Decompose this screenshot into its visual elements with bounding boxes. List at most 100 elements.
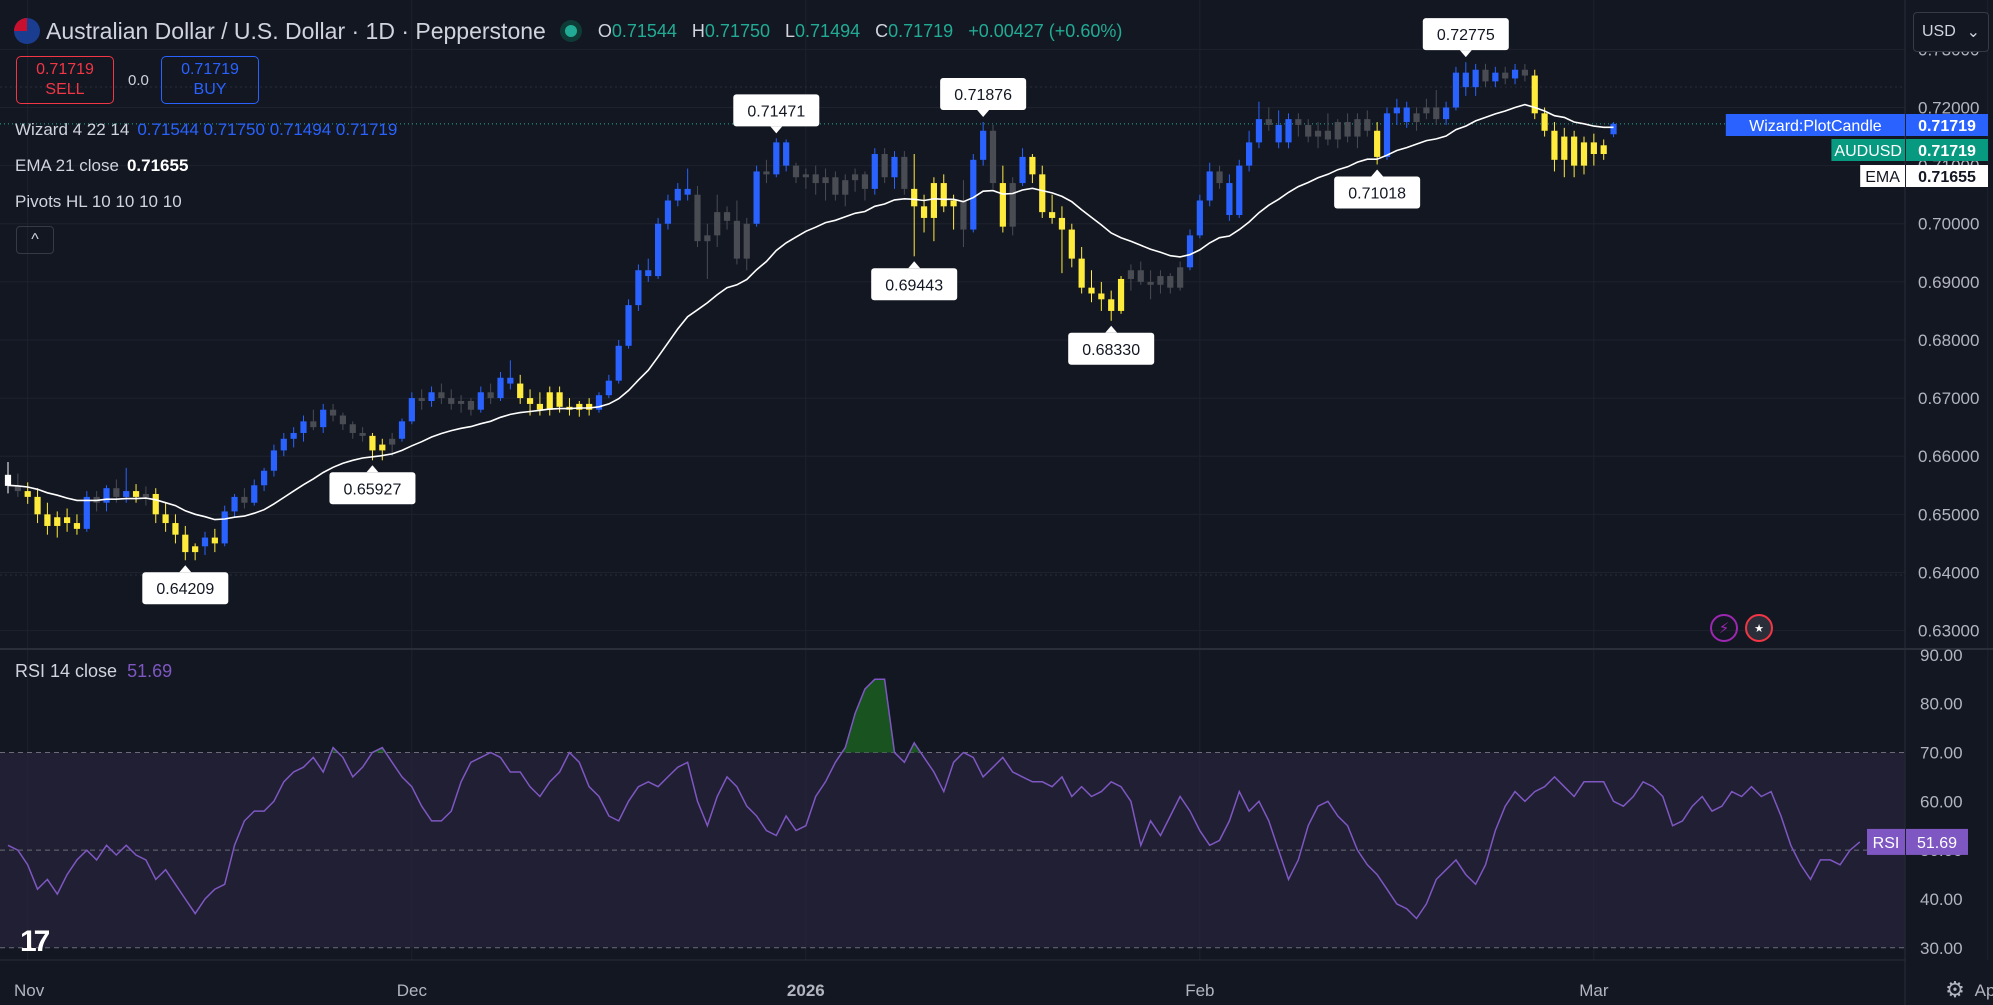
candle-body [1354, 119, 1361, 137]
candle [1511, 63, 1519, 85]
candle [487, 383, 494, 404]
rsi-tick-label: 90.00 [1920, 646, 1963, 665]
candle [1009, 177, 1016, 236]
candle-body [1462, 72, 1469, 88]
candle [950, 194, 957, 230]
price-tick-label: 0.72000 [1918, 99, 1979, 118]
candle-body [970, 159, 977, 230]
rsi-value: 51.69 [127, 661, 173, 681]
open-label: O [597, 20, 612, 41]
lightning-event-icon[interactable]: ⚡ [1710, 614, 1738, 642]
candle-body [458, 401, 465, 404]
candle [142, 486, 149, 506]
candle [1206, 162, 1213, 207]
indicator-ema[interactable]: EMA 21 close 0.71655 [15, 156, 188, 176]
candle-body [576, 403, 583, 410]
price-tag-label-bg [1725, 114, 1905, 136]
collapse-legend-button[interactable]: ^ [16, 226, 54, 254]
us-flag-event-icon[interactable]: ★ [1745, 614, 1773, 642]
candle-body [1029, 156, 1036, 175]
candle-body [83, 496, 90, 529]
pivot-label: 0.68330 [1068, 325, 1155, 365]
candle [576, 401, 583, 417]
candle-body [1521, 69, 1528, 76]
candle-body [1137, 270, 1144, 282]
buy-price: 0.71719 [181, 61, 239, 78]
wizard-label: Wizard 4 22 14 [15, 120, 130, 139]
wizard-values: 0.71544 0.71750 0.71494 0.71719 [137, 120, 398, 139]
rsi-tick-label: 60.00 [1920, 792, 1963, 811]
time-axis[interactable]: NovDec2026FebMarAprMayJun [14, 981, 1993, 1000]
candle-body [1275, 124, 1282, 143]
candle [1531, 69, 1538, 120]
candle [1590, 133, 1597, 166]
candle-body [1580, 142, 1588, 166]
candle [1265, 107, 1272, 131]
candle-body [1393, 107, 1400, 114]
price-tag-value: 0.71655 [1918, 169, 1976, 186]
pivot-pointer [770, 126, 783, 134]
candle [1413, 107, 1420, 131]
candle-body [1196, 200, 1203, 236]
candle [1462, 62, 1469, 96]
candle [1364, 110, 1371, 137]
sell-button[interactable]: 0.71719 SELL [16, 56, 114, 104]
candle-body [1561, 136, 1568, 160]
buy-button[interactable]: 0.71719 BUY [161, 56, 259, 104]
candle-body [940, 183, 947, 207]
candle-body [802, 174, 809, 178]
pivot-label: 0.65927 [329, 465, 416, 505]
pivots-label: Pivots HL 10 10 10 10 [15, 192, 182, 211]
low-label: L [785, 20, 796, 41]
candle-body [822, 177, 829, 184]
rsi-tick-label: 80.00 [1920, 695, 1963, 714]
indicator-wizard[interactable]: Wizard 4 22 14 0.71544 0.71750 0.71494 0.… [15, 120, 397, 140]
pivot-labels: 0.64209 0.65927 0.71471 0.69443 0.71876 0.683… [142, 18, 1509, 605]
candle-body [842, 180, 849, 195]
candle [822, 168, 829, 201]
pivot-box [1422, 18, 1509, 51]
candle-body [674, 188, 681, 201]
candle-body [852, 174, 859, 181]
candle [1492, 66, 1499, 88]
candle [989, 124, 997, 189]
candle [546, 386, 553, 416]
candle [714, 194, 721, 247]
pivot-value: 0.71018 [1348, 185, 1406, 202]
tradingview-logo[interactable]: 17 [20, 925, 50, 958]
chevron-down-icon: ⌄ [1966, 24, 1980, 41]
candle [733, 200, 740, 265]
candle-body [536, 403, 543, 410]
candle [1561, 127, 1568, 178]
candle [182, 525, 189, 561]
chevron-up-icon: ^ [31, 231, 39, 248]
price-tag-value: 0.71719 [1918, 118, 1976, 135]
indicator-pivots[interactable]: Pivots HL 10 10 10 10 [15, 192, 182, 212]
candle [280, 432, 287, 457]
symbol-title[interactable]: Australian Dollar / U.S. Dollar · 1D · P… [46, 17, 546, 44]
candle-body [980, 130, 987, 160]
candle [192, 543, 199, 561]
candle-body [507, 377, 514, 384]
candle-body [1600, 145, 1607, 155]
candle [1502, 66, 1509, 85]
rsi-band [0, 752, 1905, 948]
candle [1098, 281, 1105, 311]
gear-icon[interactable]: ⚙ [1945, 977, 1965, 1002]
candle [1068, 223, 1075, 268]
candle [595, 392, 603, 413]
candle [911, 154, 918, 257]
candle [704, 223, 711, 279]
candle-body [1058, 217, 1066, 230]
candle-body [1433, 107, 1440, 120]
candle-body [162, 514, 169, 524]
time-tick-label: Mar [1579, 981, 1609, 1000]
candle [359, 427, 366, 442]
price-tick-label: 0.64000 [1918, 563, 1979, 582]
currency-select[interactable]: USD ⌄ [1913, 12, 1989, 52]
candle-body [1551, 130, 1558, 160]
candle-body [1511, 69, 1519, 79]
candle-body [428, 392, 435, 402]
rsi-legend[interactable]: RSI 14 close 51.69 [15, 661, 172, 682]
